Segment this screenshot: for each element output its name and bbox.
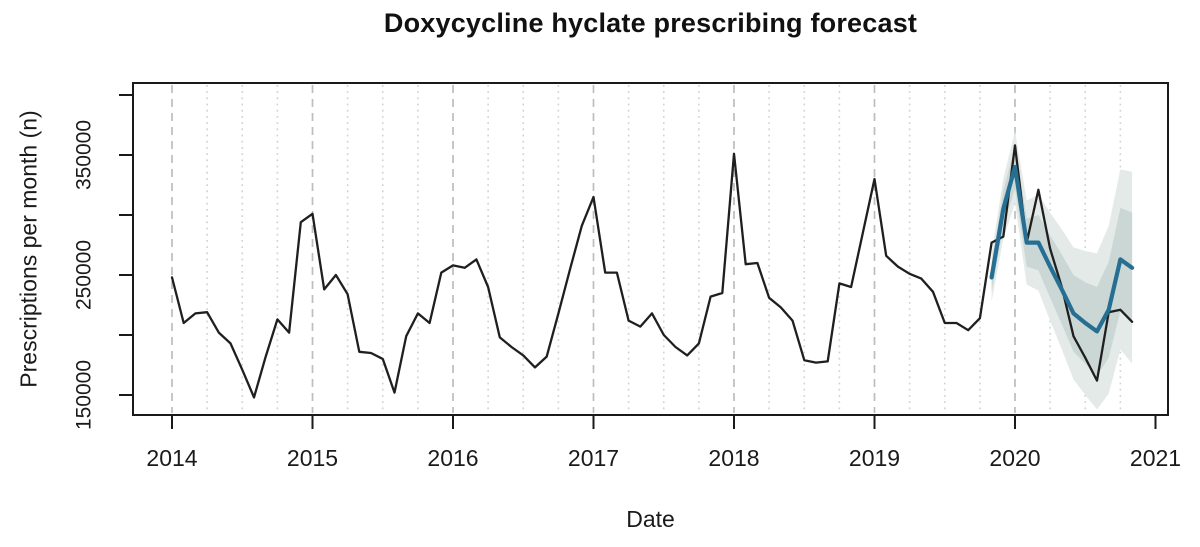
x-tick-label: 2016 [427,445,478,471]
x-tick-label: 2019 [849,445,900,471]
x-tick-label: 2021 [1130,445,1181,471]
x-tick-label: 2020 [989,445,1040,471]
y-tick-label: 250000 [73,240,96,310]
y-tick-label: 350000 [73,120,96,190]
plot-border [132,82,1169,416]
chart-title: Doxycycline hyclate prescribing forecast [383,8,918,38]
y-tick-label: 150000 [73,360,96,430]
ci-80-band [991,145,1133,376]
x-tick-label: 2015 [287,445,338,471]
x-tick-label: 2014 [146,445,197,471]
x-tick-label: 2017 [568,445,619,471]
observed-line [170,144,1134,399]
forecast-line [989,164,1135,334]
x-axis-title: Date [626,506,675,532]
x-tick-label: 2018 [708,445,759,471]
